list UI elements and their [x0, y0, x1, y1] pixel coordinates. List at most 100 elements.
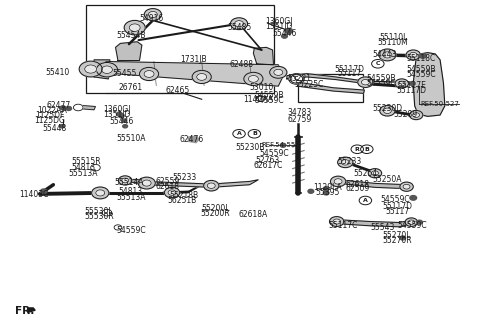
Polygon shape [28, 308, 35, 312]
Polygon shape [253, 48, 274, 65]
Circle shape [230, 18, 248, 30]
Circle shape [92, 187, 109, 199]
Text: 62476: 62476 [179, 135, 204, 144]
Circle shape [138, 177, 156, 189]
Text: 54559B: 54559B [406, 65, 436, 74]
Bar [86, 5, 275, 93]
Text: 62465: 62465 [166, 85, 190, 95]
Text: 54559C: 54559C [116, 226, 146, 235]
Polygon shape [116, 42, 142, 60]
Polygon shape [298, 82, 364, 93]
Text: 53010: 53010 [250, 83, 274, 92]
Text: 55117D: 55117D [382, 202, 412, 211]
Polygon shape [287, 74, 365, 83]
Polygon shape [124, 179, 147, 182]
Circle shape [256, 96, 265, 102]
Circle shape [420, 53, 426, 58]
Circle shape [282, 34, 288, 38]
Circle shape [360, 145, 373, 153]
Circle shape [40, 189, 47, 194]
Polygon shape [188, 136, 199, 143]
Circle shape [289, 74, 304, 84]
Text: 54559C: 54559C [254, 96, 284, 105]
Text: 62617C: 62617C [253, 161, 282, 170]
Circle shape [408, 220, 415, 224]
Text: 55118C: 55118C [406, 54, 435, 63]
Circle shape [395, 79, 408, 88]
Circle shape [405, 218, 418, 226]
Text: 55454B: 55454B [116, 31, 145, 40]
Text: 55233: 55233 [337, 157, 361, 166]
Circle shape [129, 24, 140, 31]
Text: 54916: 54916 [139, 14, 164, 23]
Text: 1125DG: 1125DG [34, 116, 65, 125]
Circle shape [192, 70, 211, 83]
Circle shape [235, 20, 243, 27]
Text: 26761: 26761 [119, 83, 143, 92]
Circle shape [101, 66, 112, 74]
Text: 55218B: 55218B [169, 191, 198, 200]
Text: 55233: 55233 [173, 173, 197, 182]
Circle shape [119, 176, 132, 185]
Polygon shape [336, 180, 407, 189]
Text: C: C [294, 77, 299, 82]
Text: 62477: 62477 [46, 101, 70, 110]
Circle shape [383, 52, 392, 58]
Text: 62618A: 62618A [239, 210, 268, 219]
Circle shape [96, 190, 105, 196]
Circle shape [84, 65, 96, 73]
Text: 55230B: 55230B [236, 144, 265, 152]
Text: REF.50-527: REF.50-527 [420, 101, 459, 107]
Text: 55530L: 55530L [84, 207, 113, 216]
Text: 54443: 54443 [372, 50, 397, 59]
Text: 62618: 62618 [345, 180, 369, 188]
Text: 55225C: 55225C [295, 80, 324, 89]
Circle shape [368, 169, 382, 178]
Text: 1360GJ: 1360GJ [103, 105, 130, 114]
Text: 55270L: 55270L [383, 231, 411, 240]
Text: 55448: 55448 [42, 124, 66, 133]
Circle shape [372, 171, 378, 176]
Text: B: B [252, 131, 257, 136]
Circle shape [91, 164, 100, 171]
Circle shape [358, 77, 373, 87]
Circle shape [148, 12, 157, 17]
Circle shape [413, 113, 420, 117]
Text: 54813: 54813 [71, 163, 95, 172]
Text: 55270R: 55270R [382, 236, 412, 245]
Text: 54559B: 54559B [254, 91, 284, 101]
Circle shape [60, 106, 66, 110]
Circle shape [337, 157, 353, 168]
Text: 54559C: 54559C [406, 70, 436, 79]
Circle shape [244, 72, 263, 85]
Circle shape [142, 180, 151, 186]
Circle shape [379, 49, 396, 61]
Circle shape [372, 59, 384, 68]
Circle shape [323, 187, 329, 191]
Text: 55515R: 55515R [71, 157, 101, 166]
Circle shape [398, 81, 405, 86]
Circle shape [409, 82, 415, 85]
Text: 62488: 62488 [229, 60, 253, 69]
Text: 62759: 62759 [288, 115, 312, 124]
Circle shape [204, 181, 219, 191]
Circle shape [334, 179, 342, 184]
Text: B: B [364, 147, 369, 152]
Circle shape [323, 191, 329, 195]
Circle shape [329, 216, 344, 226]
Text: 55455: 55455 [112, 69, 136, 78]
Circle shape [417, 220, 422, 224]
Polygon shape [413, 52, 445, 116]
Circle shape [144, 9, 161, 20]
Circle shape [114, 225, 122, 230]
Circle shape [207, 183, 215, 188]
Polygon shape [94, 60, 110, 79]
Circle shape [197, 74, 207, 80]
Polygon shape [335, 219, 411, 227]
Circle shape [359, 196, 372, 205]
Circle shape [285, 28, 293, 34]
Text: 55200R: 55200R [200, 209, 230, 218]
Circle shape [140, 67, 158, 81]
Circle shape [102, 209, 112, 216]
Text: A: A [363, 198, 368, 203]
